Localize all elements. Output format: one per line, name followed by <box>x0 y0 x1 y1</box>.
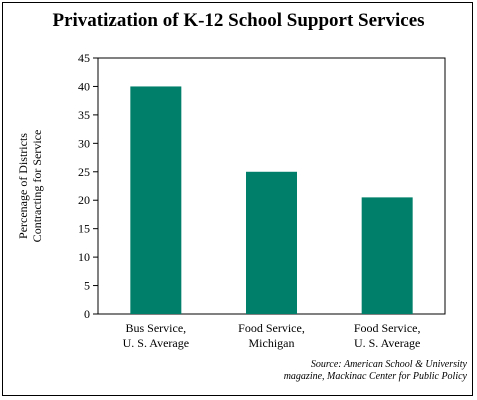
y-tick-label: 10 <box>78 250 90 264</box>
chart-title: Privatization of K-12 School Support Ser… <box>52 10 425 31</box>
y-tick-label: 20 <box>78 193 90 207</box>
x-tick-label-line: Food Service, <box>354 321 421 335</box>
bar <box>246 171 297 314</box>
y-tick-label: 25 <box>78 165 90 179</box>
bar <box>361 197 413 314</box>
source-line-1: American School & University <box>343 359 467 370</box>
y-axis-label-line: Percenage of Districts <box>16 133 30 239</box>
source-line-2: magazine, Mackinac Center for Public Pol… <box>283 371 467 382</box>
y-tick-label: 15 <box>78 222 90 236</box>
x-tick-label-line: U. S. Average <box>354 336 420 350</box>
x-tick-label: Food Service, U. S. Average <box>354 321 421 350</box>
x-tick-label-line: Food Service, <box>238 321 305 335</box>
y-axis-label: Percenage of DistrictsContracting for Se… <box>16 130 44 243</box>
bar <box>130 86 182 314</box>
x-tick-label-line: U. S. Average <box>123 336 189 350</box>
x-tick-label-line: Michigan <box>249 336 295 350</box>
x-tick-label: Food Service, Michigan <box>238 321 305 350</box>
y-tick-label: 40 <box>78 79 90 93</box>
x-tick-label: Bus Service, U. S. Average <box>123 321 189 350</box>
y-axis-label-line: Contracting for Service <box>30 130 44 243</box>
y-tick-label: 35 <box>78 108 90 122</box>
source-label: Source: <box>310 359 342 370</box>
source-note: Source: American School & University mag… <box>217 359 467 383</box>
y-tick-label: 30 <box>78 136 90 150</box>
x-tick-label-line: Bus Service, <box>126 321 187 335</box>
y-tick-label: 0 <box>84 307 90 321</box>
plot-area: 0 5 10 15 20 25 30 35 40 45 Percenage of Districts… <box>16 51 446 350</box>
y-tick-label: 5 <box>84 279 90 293</box>
y-tick-label: 45 <box>78 51 90 65</box>
